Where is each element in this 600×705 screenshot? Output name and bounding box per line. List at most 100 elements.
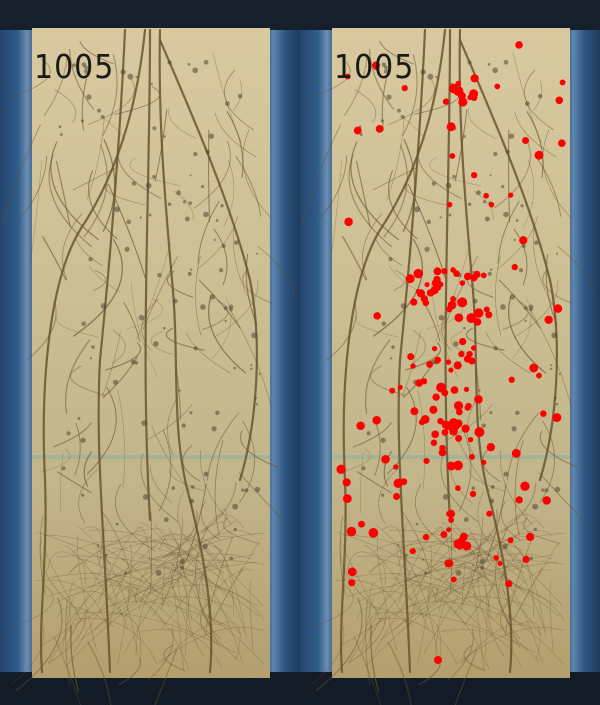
lateral-root	[56, 471, 92, 494]
detection-marker	[441, 429, 449, 436]
mesh-root	[64, 582, 176, 667]
lateral-root	[213, 567, 243, 620]
nodule	[400, 303, 407, 309]
detection-marker	[515, 41, 523, 49]
lateral-root	[162, 517, 183, 606]
lateral-root	[214, 440, 224, 536]
detection-marker	[536, 372, 542, 379]
lateral-root	[311, 626, 345, 685]
lateral-root	[500, 450, 532, 525]
lateral-root	[238, 472, 285, 522]
nodule	[396, 544, 400, 547]
lateral-root	[147, 403, 193, 440]
lateral-root	[257, 245, 295, 293]
detection-marker	[450, 296, 456, 302]
lateral-root	[462, 517, 483, 606]
lateral-root	[302, 124, 341, 224]
nodule	[254, 396, 257, 400]
nodule	[202, 543, 208, 550]
lateral-root	[104, 342, 142, 371]
mesh-root	[48, 553, 108, 663]
lateral-root	[239, 420, 255, 503]
nodule	[221, 243, 226, 249]
mesh-root	[412, 547, 542, 635]
lateral-root	[523, 159, 535, 228]
nodule	[193, 346, 198, 351]
mesh-root	[73, 544, 158, 653]
detection-marker	[438, 448, 447, 457]
mesh-root	[161, 549, 222, 630]
nodule	[150, 82, 153, 85]
nodule	[481, 423, 486, 428]
detection-marker	[446, 509, 456, 518]
mesh-root	[37, 531, 240, 662]
detection-marker	[348, 579, 356, 587]
mesh-root	[404, 601, 532, 629]
lateral-root	[487, 578, 505, 657]
nodule	[532, 503, 539, 510]
nodule	[513, 238, 516, 242]
detection-marker	[431, 430, 439, 439]
lateral-root	[76, 239, 103, 266]
nodule	[148, 213, 152, 217]
lateral-root	[440, 453, 479, 523]
nodule	[203, 211, 209, 218]
nodule	[386, 94, 392, 100]
lateral-root	[372, 167, 417, 191]
lateral-root	[8, 59, 51, 99]
lateral-root	[60, 452, 64, 514]
nodule	[97, 108, 101, 113]
detection-marker	[401, 84, 408, 92]
root-scan-annotated	[300, 0, 600, 705]
mesh-root	[103, 522, 129, 630]
mesh-root	[372, 540, 490, 561]
lateral-root	[223, 159, 235, 228]
detection-marker	[455, 408, 463, 416]
taproot-4	[144, 28, 152, 522]
nodule	[228, 304, 234, 310]
nodule	[208, 133, 215, 139]
lateral-root	[115, 483, 156, 552]
lateral-root	[158, 430, 172, 511]
nodule	[556, 252, 559, 255]
mesh-root	[158, 533, 224, 565]
lateral-root	[524, 69, 554, 131]
taproot-1	[97, 28, 127, 674]
lateral-root	[348, 610, 387, 664]
lateral-root	[11, 626, 45, 685]
nodule	[229, 307, 233, 312]
mesh-root	[106, 613, 142, 662]
nodule	[472, 298, 478, 304]
lateral-root	[341, 448, 371, 473]
mesh-root	[47, 551, 88, 571]
mesh-root	[166, 584, 265, 621]
mesh-root	[518, 621, 541, 660]
detection-marker	[458, 97, 468, 107]
lateral-root	[169, 468, 207, 492]
lateral-root	[69, 365, 106, 396]
nodule	[361, 466, 366, 471]
nodule	[153, 341, 159, 347]
lateral-root	[339, 538, 379, 611]
lateral-root	[195, 255, 202, 336]
nodule	[455, 569, 462, 576]
mesh-root	[97, 549, 111, 566]
mesh-root	[141, 538, 229, 598]
mesh-root	[470, 570, 485, 670]
lateral-root	[65, 598, 71, 686]
lateral-root	[353, 422, 392, 448]
mesh-root	[135, 527, 151, 570]
nodule	[215, 219, 219, 222]
nodule	[141, 420, 147, 426]
lateral-root	[224, 69, 254, 131]
mesh-root	[128, 584, 137, 602]
nodule	[471, 486, 476, 490]
taproot-4	[444, 28, 452, 522]
nodule	[171, 486, 176, 490]
mesh-root	[398, 566, 511, 584]
taproot-3	[458, 38, 558, 482]
lateral-root	[200, 604, 218, 644]
nodule	[152, 126, 157, 131]
nodule	[381, 62, 387, 68]
mesh-root	[423, 596, 532, 618]
